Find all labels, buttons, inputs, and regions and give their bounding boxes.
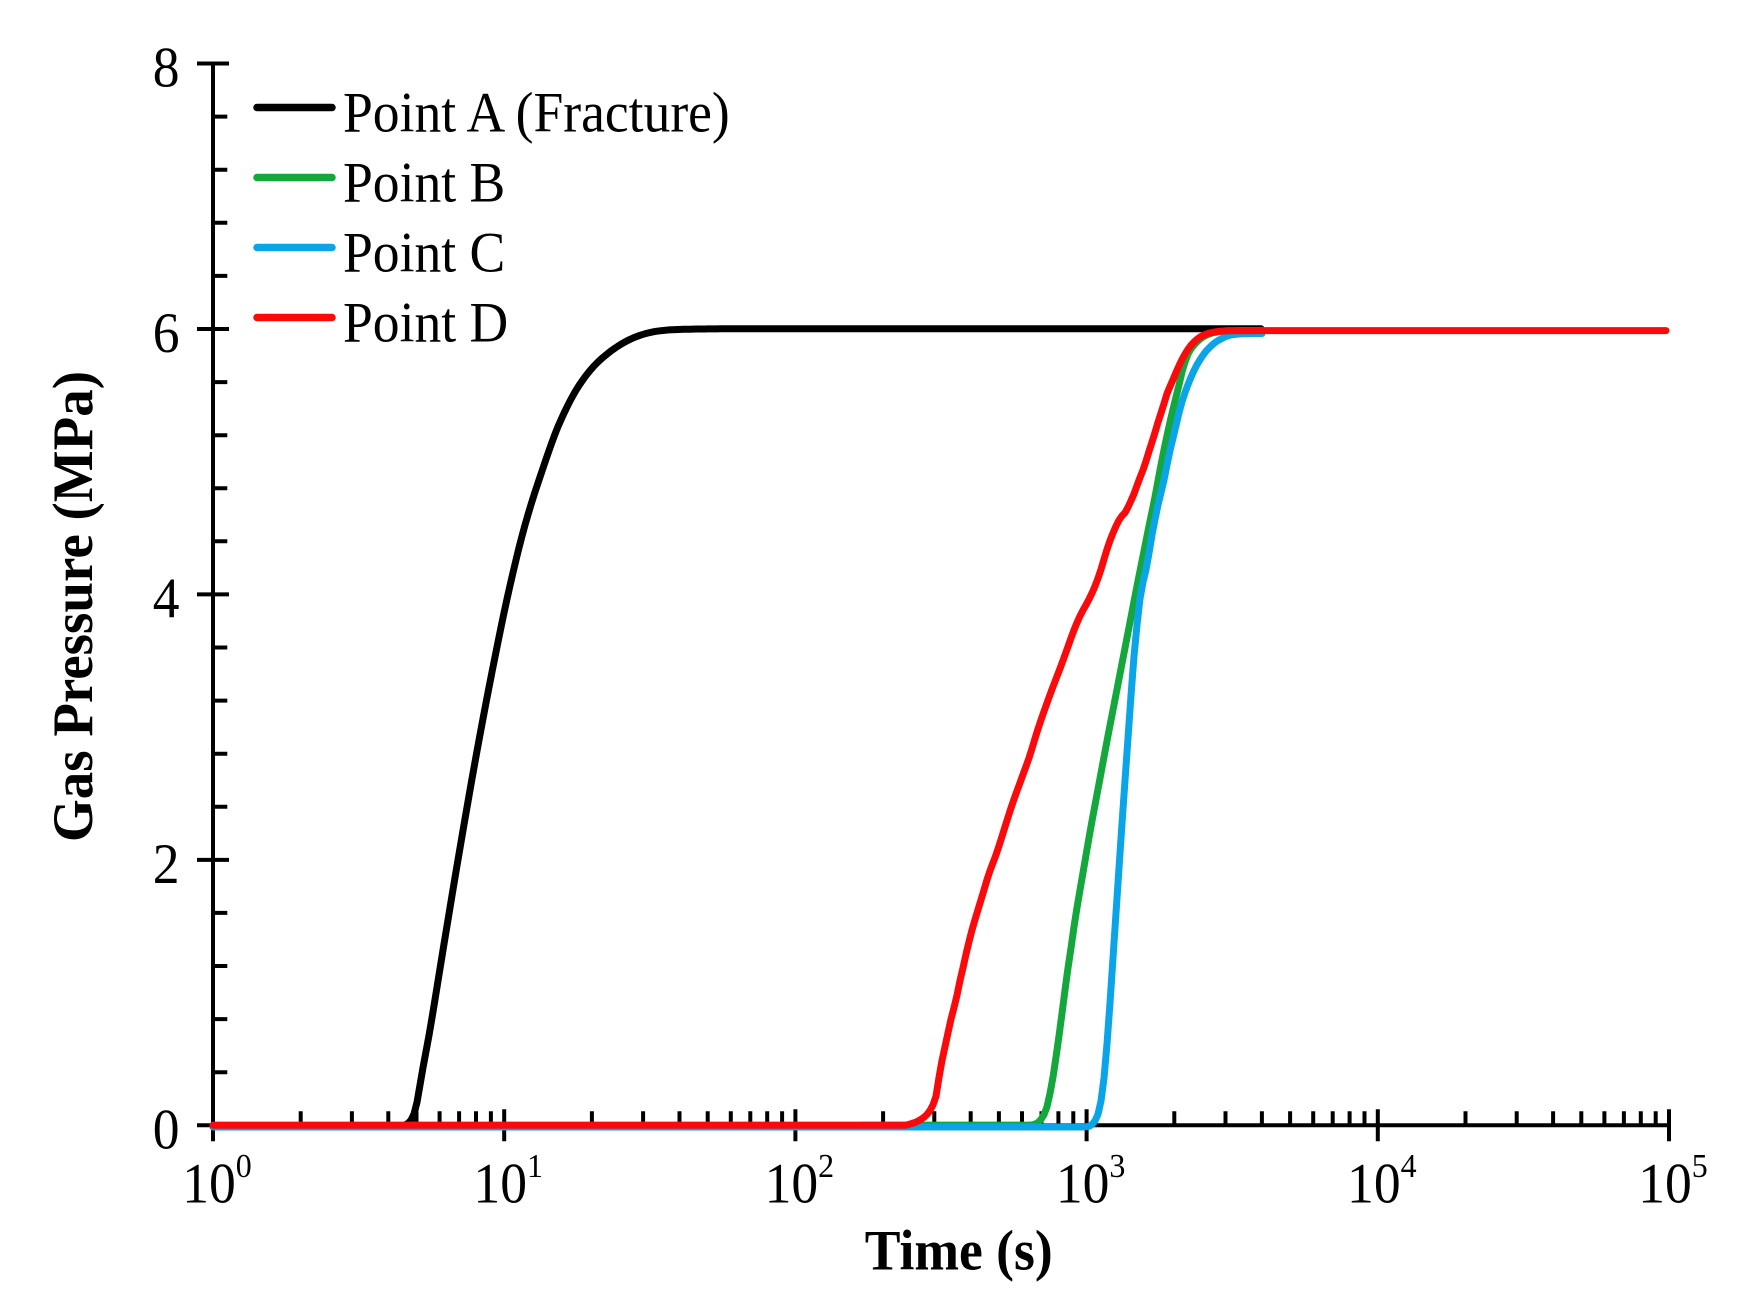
svg-text:4: 4 (153, 567, 180, 630)
svg-text:Point A (Fracture): Point A (Fracture) (343, 81, 730, 144)
svg-text:8: 8 (153, 36, 180, 99)
svg-text:Point C: Point C (343, 221, 505, 284)
svg-text:0: 0 (153, 1098, 180, 1161)
svg-text:Point D: Point D (343, 291, 508, 354)
svg-text:Time (s): Time (s) (865, 1219, 1053, 1282)
svg-text:2: 2 (153, 833, 180, 896)
svg-text:100: 100 (182, 1148, 252, 1215)
svg-text:6: 6 (153, 302, 180, 365)
svg-text:Point B: Point B (343, 151, 505, 214)
svg-text:Gas Pressure (MPa): Gas Pressure (MPa) (42, 371, 105, 842)
